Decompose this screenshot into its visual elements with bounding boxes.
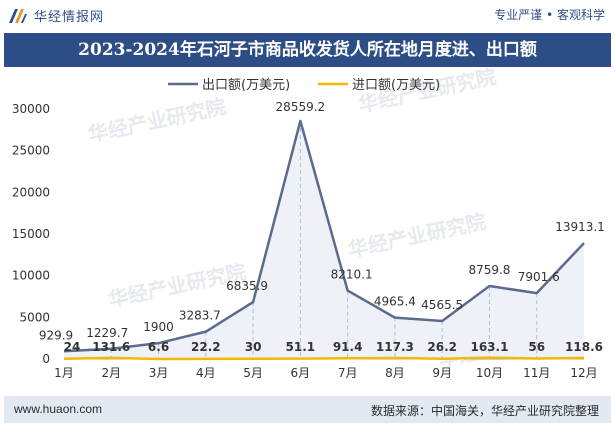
brand-name: 华经情报网 — [34, 9, 105, 25]
title-bar: 2023-2024年石河子市商品收发货人所在地月度进、出口额 — [4, 33, 611, 67]
y-tick-label: 30000 — [12, 102, 50, 116]
x-tick-label: 8月 — [385, 366, 405, 380]
export-data-label: 1229.7 — [86, 326, 128, 340]
export-line — [63, 119, 585, 353]
y-tick-label: 15000 — [12, 227, 50, 241]
x-tick-label: 3月 — [149, 366, 169, 380]
line-chart: 华经产业研究院华经产业研究院华经产业研究院华经产业研究院华经产业研究院 出口额(… — [12, 64, 605, 380]
legend: 出口额(万美元) 进口额(万美元) — [168, 78, 440, 93]
export-data-label: 6835.9 — [226, 279, 268, 293]
x-tick-label: 1月 — [54, 366, 74, 380]
export-data-label: 3283.7 — [179, 309, 221, 323]
x-tick-label: 5月 — [243, 366, 263, 380]
top-bar: 华经情报网 专业严谨 • 客观科学 — [0, 0, 615, 30]
x-tick-label: 9月 — [432, 366, 452, 380]
x-tick-label: 7月 — [338, 366, 358, 380]
y-tick-label: 10000 — [12, 269, 50, 283]
import-data-label: 118.6 — [565, 340, 603, 354]
import-data-label: 24 — [64, 340, 81, 354]
export-data-label: 8759.8 — [468, 263, 510, 277]
tagline: 专业严谨 • 客观科学 — [494, 8, 605, 22]
brand[interactable]: 华经情报网 — [8, 5, 104, 25]
footer: www.huaon.com 数据来源：中国海关，华经产业研究院整理 — [4, 396, 611, 423]
export-data-label: 8210.1 — [331, 268, 373, 282]
export-data-label: 13913.1 — [555, 220, 605, 234]
data-labels: 929.9 1229.7 1900 3283.7 6835.9 28559.2 8210.1… — [39, 100, 605, 354]
export-data-label: 929.9 — [39, 328, 73, 342]
export-data-label: 4965.4 — [374, 295, 416, 309]
legend-label-import: 进口额(万美元) — [352, 78, 440, 93]
import-data-label: 51.1 — [286, 340, 316, 354]
export-area-fill — [64, 121, 584, 359]
export-data-label: 28559.2 — [276, 100, 326, 114]
import-data-label: 30 — [245, 340, 262, 354]
website-link[interactable]: www.huaon.com — [14, 402, 103, 416]
x-tick-label: 12月 — [570, 366, 597, 380]
y-tick-label: 20000 — [12, 185, 50, 199]
export-data-label: 7901.6 — [518, 270, 560, 284]
import-data-label: 131.6 — [92, 340, 130, 354]
logo-icon — [8, 6, 28, 24]
import-data-label: 117.3 — [376, 340, 414, 354]
watermark-text: 华经产业研究院 — [346, 209, 488, 262]
x-tick-label: 11月 — [523, 366, 550, 380]
y-tick-label: 0 — [42, 352, 50, 366]
import-data-label: 91.4 — [333, 340, 363, 354]
import-data-label: 22.2 — [191, 340, 221, 354]
source-note: 数据来源：中国海关，华经产业研究院整理 — [370, 404, 599, 418]
import-data-label: 26.2 — [427, 340, 457, 354]
legend-label-export: 出口额(万美元) — [202, 78, 290, 93]
import-data-label: 6.6 — [148, 340, 169, 354]
watermark-text: 华经产业研究院 — [86, 94, 228, 147]
plot — [63, 119, 585, 361]
import-data-label: 56 — [528, 340, 545, 354]
chart-area: 华经产业研究院华经产业研究院华经产业研究院华经产业研究院华经产业研究院 出口额(… — [0, 64, 615, 395]
chart-title: 2023-2024年石河子市商品收发货人所在地月度进、出口额 — [78, 40, 537, 60]
x-tick-label: 10月 — [476, 366, 503, 380]
x-tick-label: 6月 — [291, 366, 311, 380]
y-tick-label: 5000 — [19, 310, 50, 324]
x-tick-label: 4月 — [196, 366, 216, 380]
export-data-label: 4565.5 — [421, 298, 463, 312]
y-tick-label: 25000 — [12, 144, 50, 158]
export-data-label: 1900 — [143, 320, 174, 334]
x-tick-label: 2月 — [101, 366, 121, 380]
import-data-label: 163.1 — [470, 340, 508, 354]
import-line — [63, 356, 585, 361]
